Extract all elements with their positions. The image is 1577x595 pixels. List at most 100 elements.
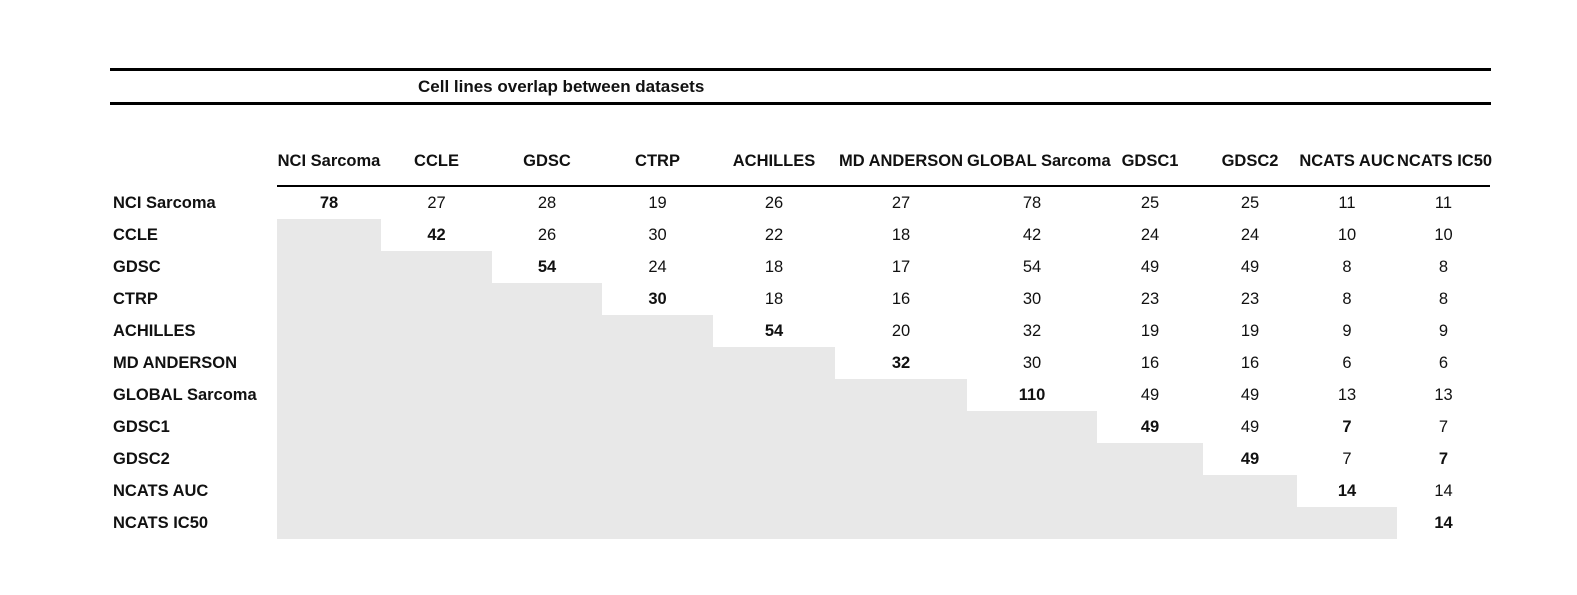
shaded-cell [713,411,835,443]
row-label-ccle: CCLE [113,226,158,244]
table-row-ncats-ic50: NCATS IC50 14 [110,507,1491,539]
value-cell: 27 [427,194,446,212]
value-cell: 78 [1022,194,1042,212]
shaded-cell [492,411,602,443]
shaded-cell [492,475,602,507]
shaded-cell [602,475,713,507]
value-cell: 16 [1240,354,1260,372]
table-row-gdsc1: GDSC1 49 49 7 7 [110,411,1491,443]
value-cell: 8 [1342,290,1352,308]
shaded-cell [492,507,602,539]
title-rule [110,102,1491,105]
value-cell: 7 [1342,450,1352,468]
shaded-cell [713,379,835,411]
value-cell: 110 [1018,386,1046,404]
value-cell: 13 [1434,386,1453,404]
shaded-cell [602,315,713,347]
value-cell: 14 [1337,482,1357,500]
shaded-cell [277,475,381,507]
value-cell: 6 [1342,354,1352,372]
value-cell: 16 [1140,354,1160,372]
table-row-ncats-auc: NCATS AUC 14 14 [110,475,1491,507]
value-cell: 11 [1434,194,1453,212]
table-row-ccle: CCLE 42 26 30 22 18 42 24 24 10 10 [110,219,1491,251]
column-header-ccle: CCLE [381,141,492,187]
value-cell: 78 [319,194,339,212]
shaded-cell [602,443,713,475]
shaded-cell [602,507,713,539]
value-cell: 8 [1438,290,1449,308]
value-cell: 6 [1438,354,1449,372]
row-label-md-anderson: MD ANDERSON [113,354,238,372]
value-cell: 30 [648,290,667,308]
row-label-ncats-auc: NCATS AUC [113,482,209,500]
value-cell: 10 [1434,226,1453,244]
value-cell: 54 [537,258,557,276]
shaded-cell [492,283,602,315]
shaded-cell [835,507,967,539]
value-cell: 17 [891,258,911,276]
shaded-cell [492,347,602,379]
column-header-nci-sarcoma: NCI Sarcoma [277,141,381,187]
column-header-global-sarcoma: GLOBAL Sarcoma [967,141,1111,187]
matrix-body: NCI Sarcoma 78 27 28 19 26 27 78 25 25 11 11 CCLE 42 2… [110,187,1491,539]
shaded-cell [381,251,492,283]
shaded-cell [277,379,381,411]
shaded-cell [277,507,381,539]
shaded-cell [1097,443,1203,475]
value-cell: 24 [648,258,667,276]
column-header-gdsc1: GDSC1 [1097,141,1203,187]
column-header-gdsc: GDSC [492,141,602,187]
value-cell: 30 [1022,290,1042,308]
shaded-cell [277,283,381,315]
value-cell: 49 [1140,258,1160,276]
row-label-nci-sarcoma: NCI Sarcoma [113,194,216,212]
column-header-ctrp: CTRP [602,141,713,187]
value-cell: 42 [427,226,446,244]
value-cell: 7 [1438,450,1449,468]
value-cell: 32 [1022,322,1042,340]
value-cell: 19 [1140,322,1160,340]
value-cell: 24 [1240,226,1260,244]
table-row-global-sarcoma: GLOBAL Sarcoma 110 49 49 13 13 [110,379,1491,411]
row-label-global-sarcoma: GLOBAL Sarcoma [113,386,257,404]
value-cell: 7 [1342,418,1352,436]
column-header-md-anderson: MD ANDERSON [835,141,967,187]
shaded-cell [1203,475,1297,507]
shaded-cell [602,347,713,379]
value-cell: 22 [764,226,784,244]
value-cell: 20 [891,322,911,340]
shaded-cell [277,251,381,283]
table-row-gdsc2: GDSC2 49 7 7 [110,443,1491,475]
shaded-cell [967,411,1097,443]
shaded-cell [381,283,492,315]
value-cell: 26 [764,194,784,212]
shaded-cell [381,507,492,539]
value-cell: 27 [891,194,911,212]
row-label-gdsc1: GDSC1 [113,418,170,436]
column-header-row: NCI Sarcoma CCLE GDSC CTRP ACHILLES MD ANDERS… [110,141,1492,187]
value-cell: 49 [1140,418,1160,436]
value-cell: 28 [537,194,557,212]
overlap-table: Cell lines overlap between datasets NCI … [110,68,1492,539]
value-cell: 25 [1140,194,1160,212]
row-label-ctrp: CTRP [113,290,158,308]
shaded-cell [967,507,1097,539]
shaded-cell [277,443,381,475]
value-cell: 9 [1438,322,1449,340]
value-cell: 11 [1338,194,1356,212]
column-header-achilles: ACHILLES [713,141,835,187]
value-cell: 54 [764,322,784,340]
shaded-cell [277,347,381,379]
table-row-md-anderson: MD ANDERSON 32 30 16 16 6 6 [110,347,1491,379]
shaded-cell [835,379,967,411]
value-cell: 18 [764,258,784,276]
shaded-cell [492,379,602,411]
value-cell: 54 [1022,258,1042,276]
shaded-cell [713,475,835,507]
column-header-gdsc2: GDSC2 [1203,141,1297,187]
value-cell: 7 [1438,418,1449,436]
shaded-cell [835,475,967,507]
top-rule [110,68,1491,71]
table-title: Cell lines overlap between datasets [418,76,705,96]
